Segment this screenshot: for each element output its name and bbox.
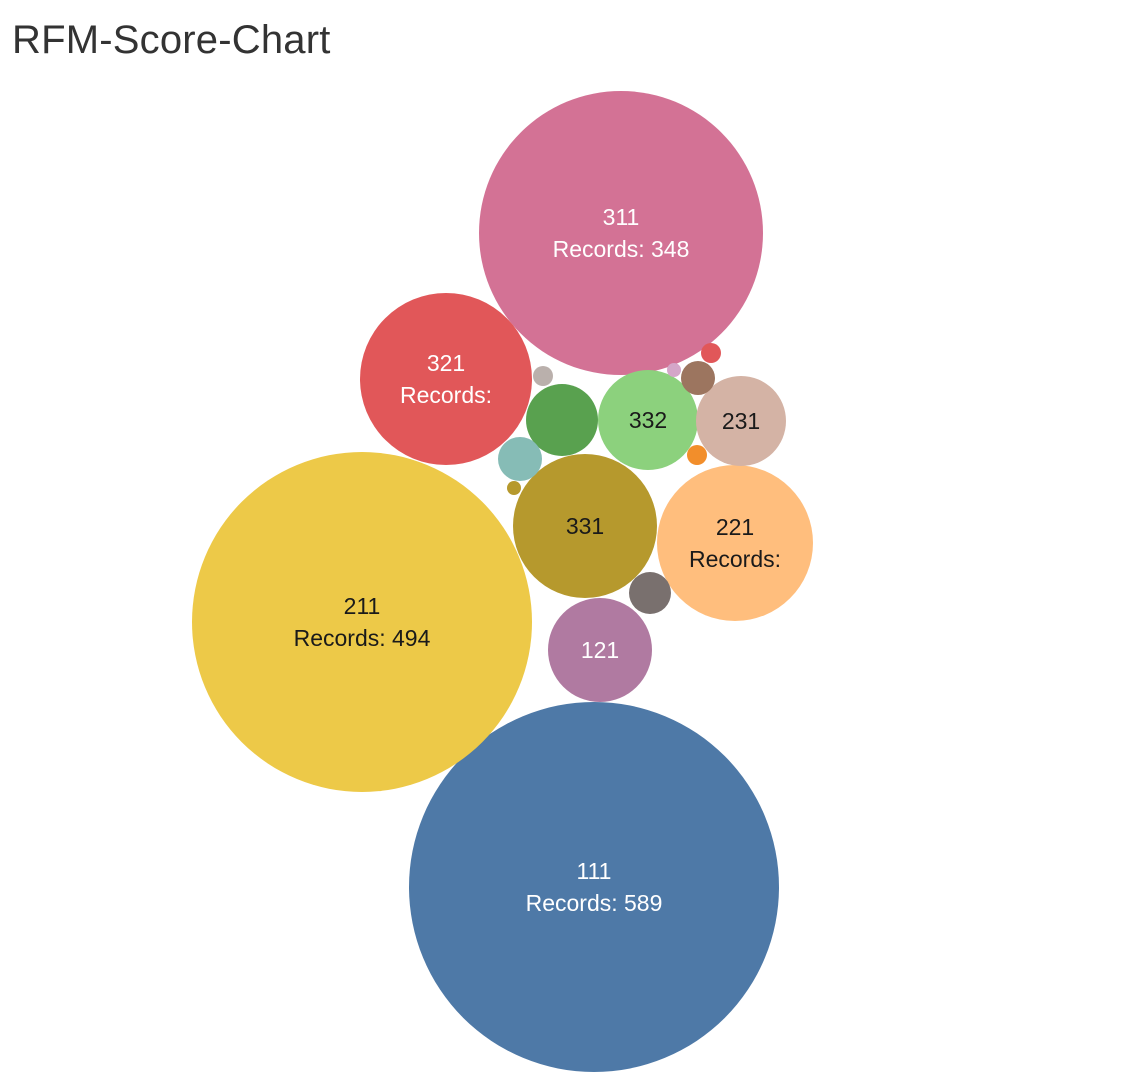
bubble-tiny-taupe[interactable] bbox=[533, 366, 553, 386]
bubble-circle[interactable] bbox=[696, 376, 786, 466]
bubble-records-label: Records: bbox=[400, 382, 492, 408]
bubble-circle[interactable] bbox=[479, 91, 763, 375]
bubble-label: 111 bbox=[577, 858, 612, 884]
bubble-221[interactable]: 221 Records: bbox=[657, 465, 813, 621]
bubble-records-label: Records: 494 bbox=[294, 625, 431, 651]
bubble-tiny-red[interactable] bbox=[701, 343, 721, 363]
bubble-label: 211 bbox=[344, 593, 381, 619]
bubble-211[interactable]: 211 Records: 494 bbox=[192, 452, 532, 792]
bubble-records-label: Records: bbox=[689, 546, 781, 572]
bubble-records-label: Records: 589 bbox=[526, 890, 663, 916]
bubble-circle[interactable] bbox=[409, 702, 779, 1072]
bubble-circle[interactable] bbox=[657, 465, 813, 621]
bubble-circle[interactable] bbox=[681, 361, 715, 395]
bubble-231[interactable]: 231 bbox=[696, 376, 786, 466]
bubble-circle[interactable] bbox=[498, 437, 542, 481]
bubble-label: 221 bbox=[716, 514, 754, 540]
bubble-label: 332 bbox=[629, 407, 667, 433]
bubble-321[interactable]: 321 Records: bbox=[360, 293, 532, 465]
bubble-tiny-orange[interactable] bbox=[687, 445, 707, 465]
bubble-label: 121 bbox=[581, 637, 619, 663]
bubble-311[interactable]: 311 Records: 348 bbox=[479, 91, 763, 375]
bubble-small-green[interactable] bbox=[526, 384, 598, 456]
bubble-tiny-lilac[interactable] bbox=[667, 363, 681, 377]
bubble-332[interactable]: 332 bbox=[598, 370, 698, 470]
bubble-label: 321 bbox=[427, 350, 465, 376]
bubble-circle[interactable] bbox=[667, 363, 681, 377]
bubble-label: 331 bbox=[566, 513, 604, 539]
bubble-circle[interactable] bbox=[526, 384, 598, 456]
bubble-small-gray[interactable] bbox=[629, 572, 671, 614]
bubble-circle[interactable] bbox=[507, 481, 521, 495]
bubble-121[interactable]: 121 bbox=[548, 598, 652, 702]
bubble-circle[interactable] bbox=[548, 598, 652, 702]
bubble-small-teal[interactable] bbox=[498, 437, 542, 481]
bubble-circle[interactable] bbox=[533, 366, 553, 386]
bubble-circle[interactable] bbox=[513, 454, 657, 598]
bubble-small-brown[interactable] bbox=[681, 361, 715, 395]
bubble-records-label: Records: 348 bbox=[553, 236, 690, 262]
bubble-circle[interactable] bbox=[701, 343, 721, 363]
bubble-label: 311 bbox=[603, 204, 640, 230]
bubble-circle[interactable] bbox=[687, 445, 707, 465]
bubble-111[interactable]: 111 Records: 589 bbox=[409, 702, 779, 1072]
bubble-label: 231 bbox=[722, 408, 760, 434]
bubble-tiny-olive[interactable] bbox=[507, 481, 521, 495]
page-title: RFM-Score-Chart bbox=[12, 18, 331, 62]
bubble-circle[interactable] bbox=[598, 370, 698, 470]
bubble-circle[interactable] bbox=[192, 452, 532, 792]
bubble-331[interactable]: 331 bbox=[513, 454, 657, 598]
bubble-circle[interactable] bbox=[360, 293, 532, 465]
bubble-circle[interactable] bbox=[629, 572, 671, 614]
